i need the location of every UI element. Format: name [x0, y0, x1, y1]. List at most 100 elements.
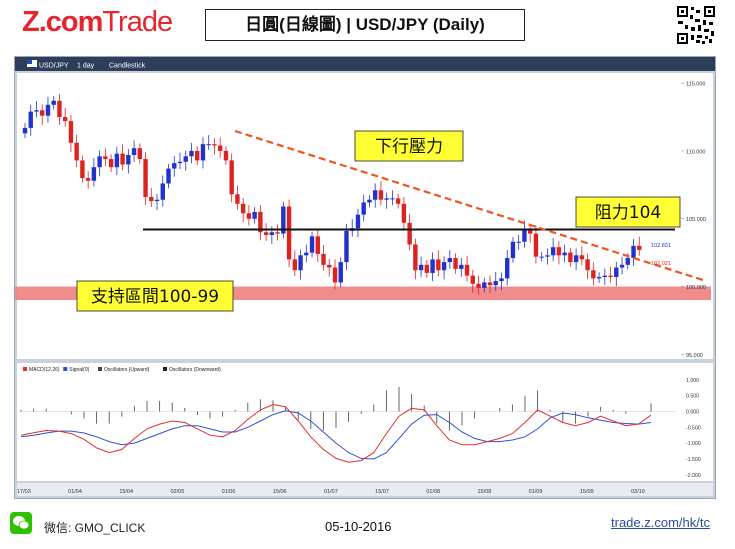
candle[interactable] — [562, 252, 567, 256]
candle[interactable] — [286, 206, 292, 260]
candle[interactable] — [97, 156, 102, 168]
candle[interactable] — [240, 203, 246, 214]
candle[interactable] — [172, 163, 177, 169]
candle[interactable] — [34, 110, 39, 112]
candle[interactable] — [505, 258, 510, 279]
candle[interactable] — [235, 194, 240, 204]
candle[interactable] — [338, 262, 343, 283]
candle[interactable] — [619, 264, 625, 268]
candle[interactable] — [545, 255, 550, 257]
candle[interactable] — [573, 255, 579, 263]
candle[interactable] — [149, 197, 154, 202]
candle[interactable] — [568, 252, 573, 263]
candle[interactable] — [441, 262, 447, 271]
candle[interactable] — [217, 145, 223, 151]
candle[interactable] — [527, 229, 533, 234]
candle[interactable] — [344, 230, 349, 263]
candle[interactable] — [510, 241, 516, 259]
candle[interactable] — [413, 244, 418, 271]
candle[interactable] — [263, 232, 269, 235]
candle[interactable] — [177, 161, 183, 164]
candle[interactable] — [470, 275, 475, 284]
candle[interactable] — [189, 150, 194, 157]
candle[interactable] — [556, 247, 562, 256]
macd-plot-area[interactable] — [17, 363, 681, 481]
candle[interactable] — [131, 148, 137, 155]
candle[interactable] — [103, 156, 108, 160]
candle[interactable] — [418, 264, 424, 271]
candle[interactable] — [367, 199, 372, 203]
candle[interactable] — [223, 150, 229, 161]
candle[interactable] — [154, 199, 160, 202]
candle[interactable] — [304, 252, 309, 256]
candle[interactable] — [68, 121, 74, 143]
candle[interactable] — [464, 264, 470, 276]
candle[interactable] — [579, 255, 585, 260]
candle[interactable] — [625, 258, 630, 265]
candle[interactable] — [126, 154, 131, 165]
candle[interactable] — [637, 245, 642, 250]
candle[interactable] — [482, 282, 487, 288]
candle[interactable] — [453, 258, 458, 269]
candle[interactable] — [114, 153, 120, 168]
candle[interactable] — [407, 222, 412, 245]
candle[interactable] — [361, 202, 366, 215]
candle[interactable] — [28, 111, 33, 128]
candle[interactable] — [493, 281, 498, 286]
candle[interactable] — [487, 282, 493, 286]
candle[interactable] — [602, 275, 608, 278]
candle[interactable] — [315, 236, 320, 254]
candle[interactable] — [522, 229, 527, 242]
candle[interactable] — [355, 214, 361, 229]
candle[interactable] — [321, 253, 326, 265]
candle[interactable] — [200, 144, 206, 161]
candle[interactable] — [292, 259, 298, 271]
candle[interactable] — [246, 213, 252, 219]
candle[interactable] — [395, 198, 401, 204]
candle[interactable] — [436, 259, 441, 271]
candle[interactable] — [424, 264, 430, 273]
candle[interactable] — [212, 144, 217, 146]
candle[interactable] — [281, 206, 286, 234]
candle[interactable] — [378, 190, 384, 200]
candle[interactable] — [206, 144, 211, 146]
candle[interactable] — [183, 156, 188, 162]
candle[interactable] — [108, 159, 114, 168]
candle[interactable] — [384, 198, 389, 200]
candle[interactable] — [57, 100, 62, 118]
candle[interactable] — [62, 117, 68, 122]
candle[interactable] — [91, 167, 97, 181]
website-link[interactable]: trade.z.com/hk/tc — [611, 515, 710, 530]
candle[interactable] — [45, 104, 51, 116]
candle[interactable] — [390, 198, 395, 200]
candle[interactable] — [258, 211, 263, 233]
candle[interactable] — [269, 232, 275, 235]
candle[interactable] — [596, 277, 602, 279]
candle[interactable] — [120, 153, 125, 165]
chart-panel[interactable]: USD/JPY 1 day Candlestick MACD(12,26) Sig… — [14, 56, 716, 499]
candle[interactable] — [447, 258, 453, 263]
candle[interactable] — [608, 275, 613, 278]
candle[interactable] — [22, 127, 28, 134]
candle[interactable] — [372, 190, 378, 200]
candle[interactable] — [160, 183, 165, 200]
candle[interactable] — [229, 160, 234, 195]
candle[interactable] — [327, 264, 332, 268]
candle[interactable] — [332, 267, 338, 283]
candle[interactable] — [143, 159, 148, 198]
candle[interactable] — [591, 270, 596, 279]
candle[interactable] — [195, 150, 200, 161]
candle[interactable] — [401, 203, 407, 223]
toolbar-style[interactable]: Candlestick — [109, 63, 146, 70]
candle[interactable] — [275, 232, 280, 234]
candle[interactable] — [51, 100, 56, 105]
candle[interactable] — [476, 283, 481, 288]
candle[interactable] — [499, 278, 504, 282]
toolbar-symbol[interactable]: USD/JPY — [39, 63, 69, 70]
candle[interactable] — [80, 160, 85, 179]
candle[interactable] — [74, 142, 79, 161]
candle[interactable] — [137, 148, 143, 160]
candle[interactable] — [309, 236, 315, 253]
candle[interactable] — [166, 168, 171, 184]
candle[interactable] — [631, 245, 636, 259]
